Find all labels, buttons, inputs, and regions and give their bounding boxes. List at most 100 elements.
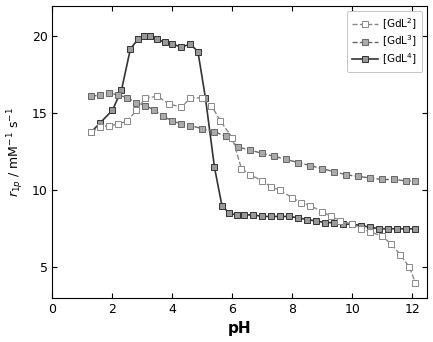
- [GdL$^3$]: [116, 93, 121, 97]
- [GdL$^3$]: [332, 170, 337, 174]
- [GdL$^2$]: [389, 242, 394, 246]
- [GdL$^3$]: [125, 96, 130, 100]
- [GdL$^4$]: [314, 219, 319, 223]
- [GdL$^4$]: [119, 88, 124, 92]
- [GdL$^2$]: [209, 104, 214, 108]
- [GdL$^4$]: [212, 165, 217, 169]
- [GdL$^4$]: [323, 221, 328, 225]
- [GdL$^4$]: [179, 45, 184, 49]
- [GdL$^2$]: [308, 203, 313, 208]
- [GdL$^4$]: [195, 50, 200, 54]
- [GdL$^4$]: [220, 203, 225, 208]
- [GdL$^2$]: [218, 119, 223, 123]
- [GdL$^2$]: [239, 167, 244, 171]
- [GdL$^4$]: [413, 227, 418, 231]
- [GdL$^3$]: [248, 148, 253, 152]
- [GdL$^3$]: [188, 123, 193, 128]
- [GdL$^2$]: [200, 96, 205, 100]
- [GdL$^2$]: [290, 196, 295, 200]
- [GdL$^2$]: [269, 185, 274, 189]
- [GdL$^4$]: [386, 227, 391, 231]
- [GdL$^2$]: [407, 265, 412, 269]
- [GdL$^3$]: [143, 104, 148, 108]
- [GdL$^3$]: [413, 179, 418, 183]
- [GdL$^4$]: [110, 108, 115, 112]
- [GdL$^4$]: [188, 42, 193, 46]
- [GdL$^4$]: [278, 214, 283, 219]
- [GdL$^3$]: [272, 154, 277, 158]
- [GdL$^3$]: [170, 119, 175, 123]
- [GdL$^3$]: [224, 134, 229, 139]
- [GdL$^4$]: [155, 37, 160, 41]
- [GdL$^4$]: [332, 221, 337, 225]
- [GdL$^4$]: [162, 40, 168, 44]
- [GdL$^4$]: [377, 227, 382, 231]
- Y-axis label: $r_{1p}$ / mM$^{-1}$ s$^{-1}$: $r_{1p}$ / mM$^{-1}$ s$^{-1}$: [6, 107, 26, 197]
- [GdL$^3$]: [89, 94, 94, 98]
- [GdL$^2$]: [320, 210, 325, 214]
- [GdL$^3$]: [152, 108, 157, 112]
- [GdL$^2$]: [125, 119, 130, 123]
- [GdL$^3$]: [284, 157, 289, 161]
- [GdL$^3$]: [200, 127, 205, 131]
- [GdL$^3$]: [404, 179, 409, 183]
- [GdL$^2$]: [413, 280, 418, 285]
- [GdL$^3$]: [179, 122, 184, 126]
- [GdL$^2$]: [248, 173, 253, 177]
- Line: [GdL$^2$]: [GdL$^2$]: [88, 93, 419, 286]
- [GdL$^2$]: [116, 122, 121, 126]
- [GdL$^3$]: [236, 145, 241, 149]
- [GdL$^3$]: [380, 177, 385, 182]
- [GdL$^2$]: [155, 94, 160, 98]
- [GdL$^2$]: [359, 227, 364, 231]
- [GdL$^4$]: [234, 213, 239, 217]
- [GdL$^2$]: [380, 234, 385, 238]
- [GdL$^4$]: [395, 227, 400, 231]
- [GdL$^4$]: [341, 222, 346, 226]
- [GdL$^4$]: [89, 130, 94, 134]
- [GdL$^4$]: [305, 218, 310, 222]
- [GdL$^3$]: [107, 91, 112, 95]
- [GdL$^3$]: [260, 151, 265, 155]
- [GdL$^2$]: [398, 253, 403, 257]
- [GdL$^2$]: [338, 219, 343, 223]
- [GdL$^3$]: [320, 167, 325, 171]
- [GdL$^2$]: [167, 102, 172, 106]
- [GdL$^2$]: [179, 105, 184, 109]
- X-axis label: pH: pH: [228, 321, 252, 337]
- [GdL$^4$]: [147, 34, 152, 38]
- Legend: [GdL$^2$], [GdL$^3$], [GdL$^4$]: [GdL$^2$], [GdL$^3$], [GdL$^4$]: [347, 11, 422, 72]
- [GdL$^2$]: [350, 222, 355, 226]
- [GdL$^4$]: [136, 37, 141, 41]
- [GdL$^4$]: [203, 96, 208, 100]
- [GdL$^4$]: [251, 213, 256, 217]
- [GdL$^4$]: [242, 213, 247, 217]
- [GdL$^4$]: [296, 216, 301, 220]
- [GdL$^2$]: [134, 108, 139, 112]
- [GdL$^2$]: [98, 125, 103, 129]
- [GdL$^2$]: [278, 188, 283, 192]
- [GdL$^4$]: [287, 214, 292, 219]
- [GdL$^2$]: [107, 123, 112, 128]
- [GdL$^4$]: [98, 120, 103, 124]
- [GdL$^3$]: [161, 114, 166, 118]
- [GdL$^4$]: [128, 47, 133, 51]
- [GdL$^2$]: [329, 214, 334, 219]
- [GdL$^3$]: [368, 176, 373, 180]
- [GdL$^4$]: [170, 42, 175, 46]
- [GdL$^4$]: [227, 211, 232, 215]
- [GdL$^3$]: [392, 177, 397, 182]
- [GdL$^2$]: [143, 96, 148, 100]
- [GdL$^3$]: [134, 101, 139, 105]
- [GdL$^4$]: [368, 225, 373, 229]
- [GdL$^2$]: [299, 200, 304, 205]
- [GdL$^2$]: [188, 96, 193, 100]
- [GdL$^4$]: [350, 222, 355, 226]
- [GdL$^2$]: [260, 179, 265, 183]
- [GdL$^2$]: [230, 136, 235, 140]
- [GdL$^4$]: [141, 34, 146, 38]
- Line: [GdL$^3$]: [GdL$^3$]: [88, 90, 419, 184]
- [GdL$^2$]: [368, 230, 373, 234]
- [GdL$^2$]: [89, 130, 94, 134]
- [GdL$^3$]: [356, 174, 361, 179]
